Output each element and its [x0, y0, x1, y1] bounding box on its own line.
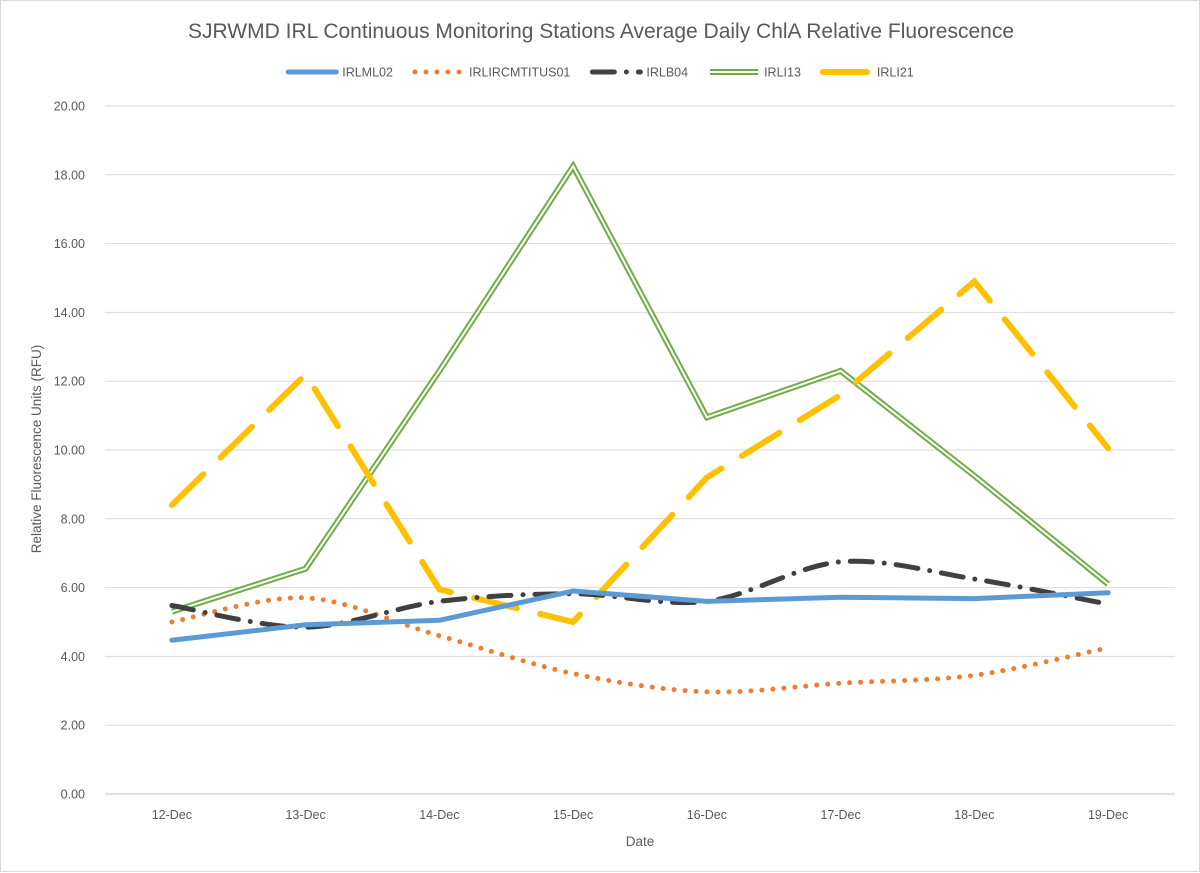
x-tick-label: 14-Dec — [419, 808, 459, 822]
y-axis-ticks: 0.00 2.00 4.00 6.00 8.00 10.00 12.00 14.00 16.00… — [54, 100, 85, 802]
x-axis-ticks: 12-Dec 13-Dec 14-Dec 15-Dec 16-Dec 17-Dec 18-D… — [152, 808, 1129, 822]
x-tick-label: 12-Dec — [152, 808, 192, 822]
x-tick-label: 17-Dec — [820, 808, 860, 822]
series-irli21 — [172, 281, 1108, 622]
legend: IRLML02 IRLIRCMTITUS01 IRLB04 IRLI13 IRLI21 — [288, 66, 914, 80]
y-tick-label: 18.00 — [54, 168, 85, 182]
series-line-irli21 — [172, 281, 1108, 622]
x-tick-label: 16-Dec — [687, 808, 727, 822]
legend-item-irlb04: IRLB04 — [592, 66, 688, 80]
legend-label: IRLIRCMTITUS01 — [469, 66, 570, 80]
legend-label: IRLI13 — [764, 66, 801, 80]
gridlines — [105, 106, 1175, 794]
y-tick-label: 4.00 — [61, 650, 85, 664]
legend-item-irlml02: IRLML02 — [288, 66, 393, 80]
y-tick-label: 8.00 — [61, 512, 85, 526]
y-tick-label: 10.00 — [54, 444, 85, 458]
y-tick-label: 0.00 — [61, 788, 85, 802]
y-tick-label: 20.00 — [54, 100, 85, 114]
legend-label: IRLML02 — [342, 66, 393, 80]
y-tick-label: 14.00 — [54, 306, 85, 320]
y-tick-label: 2.00 — [61, 719, 85, 733]
legend-item-irli21: IRLI21 — [823, 66, 914, 80]
y-tick-label: 12.00 — [54, 375, 85, 389]
series-line-irlircmtitus01 — [172, 598, 1108, 692]
y-tick-label: 6.00 — [61, 581, 85, 595]
legend-label: IRLI21 — [877, 66, 914, 80]
x-tick-label: 19-Dec — [1088, 808, 1128, 822]
legend-item-irli13: IRLI13 — [710, 66, 801, 80]
x-tick-label: 13-Dec — [285, 808, 325, 822]
y-tick-label: 16.00 — [54, 237, 85, 251]
x-tick-label: 18-Dec — [954, 808, 994, 822]
x-axis-title: Date — [626, 834, 655, 849]
chart-title: SJRWMD IRL Continuous Monitoring Station… — [188, 20, 1014, 43]
legend-item-irlircmtitus01: IRLIRCMTITUS01 — [415, 66, 570, 80]
series-irlircmtitus01 — [172, 598, 1108, 692]
legend-label: IRLB04 — [646, 66, 688, 80]
y-axis-title: Relative Fluorescence Units (RFU) — [29, 345, 44, 554]
x-tick-label: 15-Dec — [553, 808, 593, 822]
series-layer — [172, 166, 1108, 692]
